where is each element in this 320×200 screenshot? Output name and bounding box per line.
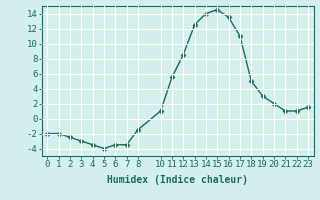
X-axis label: Humidex (Indice chaleur): Humidex (Indice chaleur) [107,175,248,185]
